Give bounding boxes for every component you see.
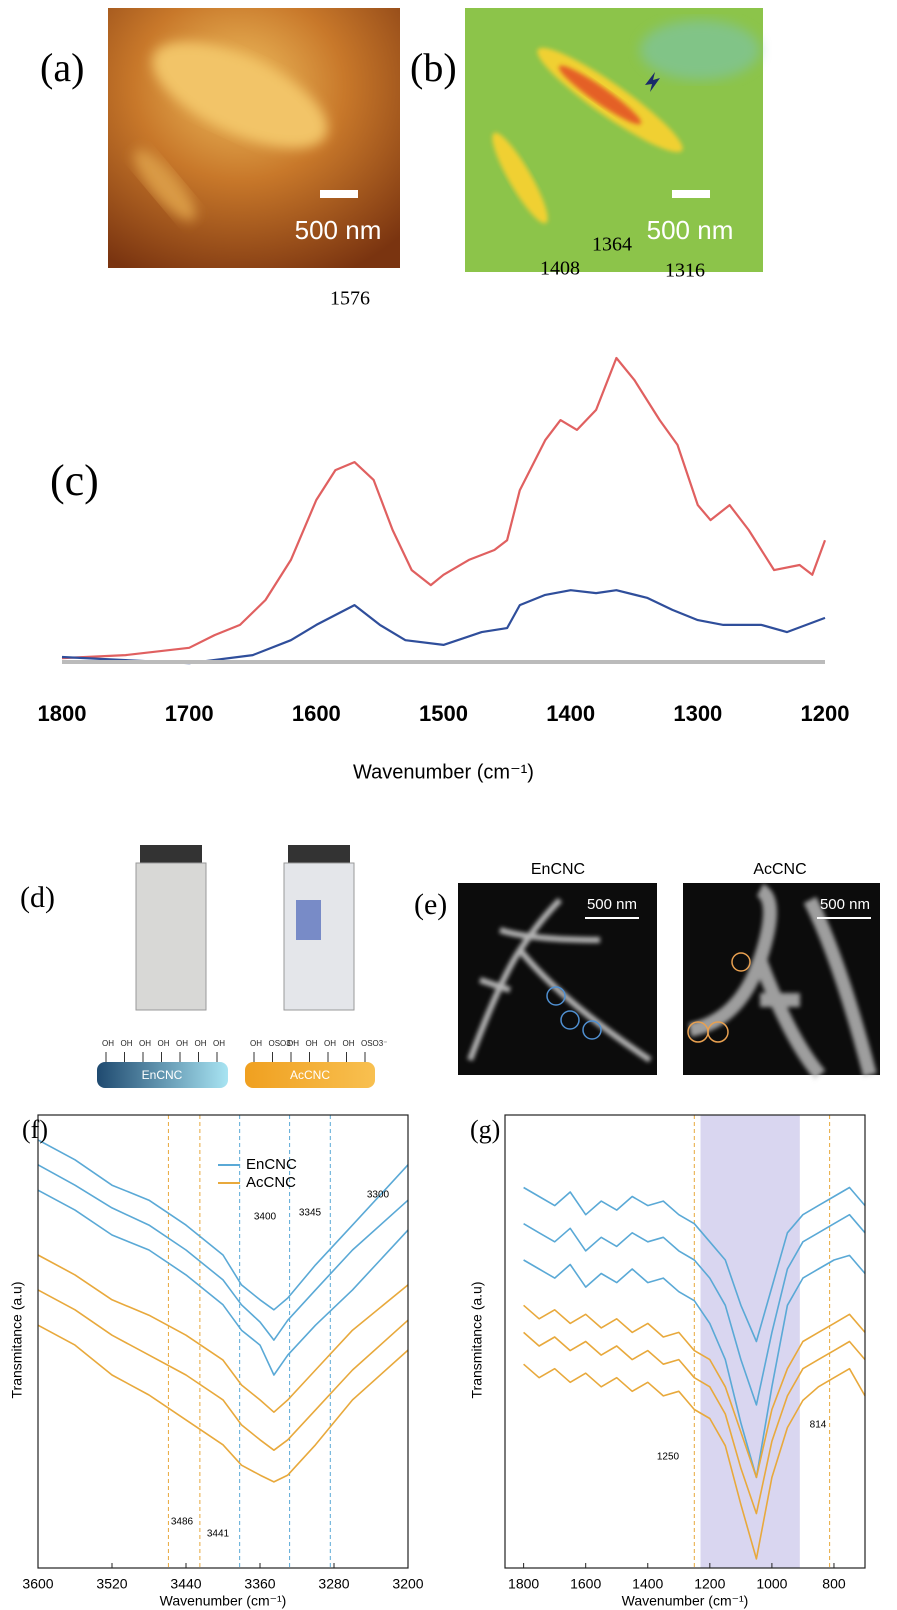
x-tick-label: 3520 [96,1576,127,1592]
group-label: OH [102,1039,114,1048]
panel-label: (g) [470,1115,500,1144]
annotation: 1408 [540,258,580,280]
series-line [523,1254,866,1479]
group-label: OH [176,1039,188,1048]
image-title: AcCNC [753,861,806,878]
annotation: 1364 [592,234,632,256]
tem-images [458,883,880,1080]
map-image [465,8,763,272]
image-title: EnCNC [531,861,585,878]
series-line [523,1213,866,1406]
x-tick-label: 1200 [694,1576,725,1592]
shaded-band [700,1115,800,1568]
series-line [37,1254,409,1413]
x-tick-label: 1800 [38,701,87,726]
group-label: OH [306,1039,318,1048]
annotation: 3345 [299,1208,322,1219]
group-label: OH [195,1039,207,1048]
series-line [37,1189,409,1376]
x-tick-label: 800 [822,1576,846,1592]
annotation: 3300 [367,1190,390,1201]
series-line [37,1139,409,1311]
series-line [61,589,826,665]
group-label: OH [158,1039,170,1048]
panel-label: (b) [410,45,457,90]
x-tick-label: 1000 [756,1576,787,1592]
series-line [37,1164,409,1341]
x-axis-title: Wavenumber (cm⁻¹) [353,761,534,783]
x-tick-label: 3360 [244,1576,275,1592]
y-axis-title: Transmitance (a.u) [469,1282,485,1399]
group-label: OH [324,1039,336,1048]
y-axis-title: Transmitance (a.u) [9,1282,25,1399]
panel-label: (f) [22,1115,48,1144]
annotation: 1250 [657,1452,680,1463]
annotation: 3441 [207,1529,230,1540]
x-tick-label: 1600 [570,1576,601,1592]
x-tick-label: 1300 [673,701,722,726]
group-label: OH [139,1039,151,1048]
panel-label: (d) [20,881,55,914]
group-label: OH [213,1039,225,1048]
plot-frame [37,1114,409,1569]
series-line [523,1331,866,1515]
series-line [523,1304,866,1479]
group-label: OSO3⁻ [361,1039,387,1048]
panel-label: (a) [40,45,84,90]
series-line [37,1324,409,1483]
group-label: OSO3⁻ [269,1039,295,1048]
x-tick-label: 1700 [165,701,214,726]
x-tick-label: 3200 [392,1576,423,1592]
bar-label: AcCNC [290,1068,330,1082]
x-tick-label: 1800 [508,1576,539,1592]
annotation: 3400 [254,1212,277,1223]
x-tick-label: 1200 [801,701,850,726]
panel-label: (c) [50,456,99,505]
x-tick-label: 1500 [419,701,468,726]
group-label: OH [287,1039,299,1048]
scale-label: 500 nm [647,215,734,245]
series-line [523,1363,866,1560]
series-line [37,1289,409,1451]
panel-label: (e) [414,888,447,921]
annotation: 1576 [330,288,370,310]
x-tick-label: 3280 [318,1576,349,1592]
vials [97,845,375,1088]
x-tick-label: 1400 [632,1576,663,1592]
plot-frame [504,1114,866,1569]
scale-label: 500 nm [295,215,382,245]
scale-label: 500 nm [820,896,870,913]
series-line [61,356,827,660]
legend-label: EnCNC [246,1156,297,1173]
group-label: OH [343,1039,355,1048]
legend-label: AcCNC [246,1174,296,1191]
x-axis-title: Wavenumber (cm⁻¹) [160,1593,287,1609]
bar-label: EnCNC [142,1068,183,1082]
series-line [523,1186,866,1343]
x-axis-title: Wavenumber (cm⁻¹) [622,1593,749,1609]
scale-label: 500 nm [587,896,637,913]
x-tick-label: 3600 [22,1576,53,1592]
annotation: 1316 [665,260,705,282]
afm-image [108,8,400,268]
group-label: OH [121,1039,133,1048]
annotation: 814 [810,1420,827,1431]
annotation: 3486 [171,1517,194,1528]
group-label: OH [250,1039,262,1048]
x-tick-label: 1600 [292,701,341,726]
x-tick-label: 1400 [546,701,595,726]
x-tick-label: 3440 [170,1576,201,1592]
